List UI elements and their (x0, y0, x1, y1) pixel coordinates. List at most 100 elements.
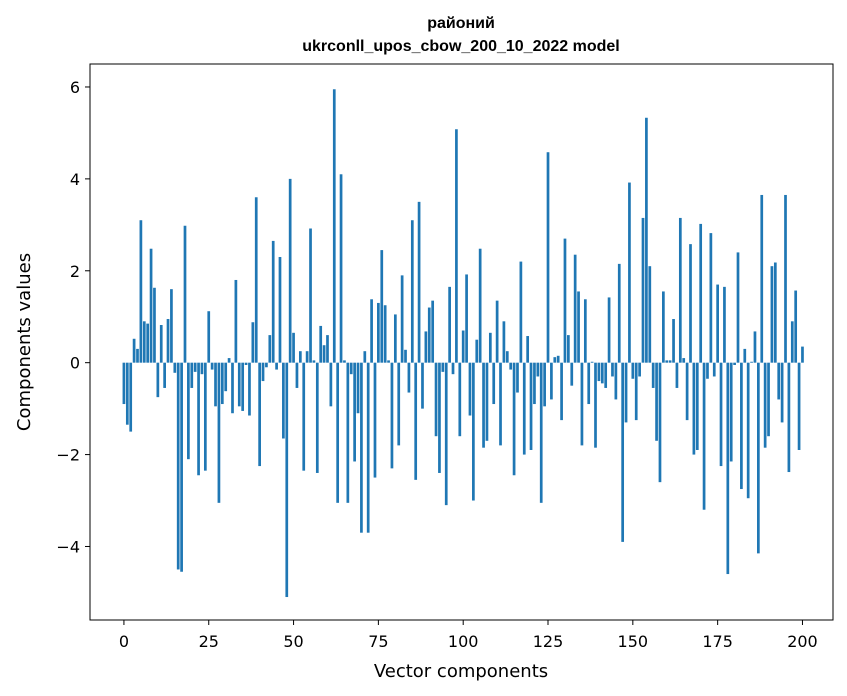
bar-53 (302, 362, 306, 471)
bar-64 (339, 174, 343, 363)
bar-31 (227, 358, 231, 363)
bar-161 (668, 360, 672, 363)
bar-139 (594, 362, 597, 448)
bar-117 (519, 261, 523, 363)
bar-14 (170, 289, 173, 363)
bar-43 (268, 335, 272, 363)
chart-subtitle: ukrconll_upos_cbow_200_10_2022 model (302, 38, 619, 55)
bar-186 (753, 331, 757, 363)
bar-40 (258, 362, 261, 467)
bar-5 (139, 220, 143, 363)
bar-179 (729, 362, 733, 462)
bar-44 (271, 240, 275, 363)
y-tick-label-0: −4 (56, 537, 80, 556)
bar-119 (526, 336, 530, 363)
bar-56 (312, 360, 316, 363)
bar-6 (142, 321, 146, 363)
bar-145 (614, 362, 618, 400)
bar-125 (546, 152, 550, 363)
bar-57 (315, 362, 319, 473)
bar-49 (288, 178, 292, 363)
bar-148 (624, 362, 628, 423)
bar-85 (410, 220, 414, 363)
bar-82 (400, 275, 404, 363)
y-axis-label: Components values (14, 253, 35, 431)
bar-90 (427, 307, 431, 363)
bar-79 (390, 362, 394, 469)
bar-10 (156, 362, 160, 398)
chart-title: районий (427, 15, 495, 32)
bar-18 (183, 225, 187, 363)
bar-17 (180, 362, 183, 572)
bar-160 (665, 360, 669, 363)
y-tick-label-2: 0 (70, 354, 80, 373)
bar-142 (604, 362, 608, 388)
bar-166 (685, 362, 689, 421)
bar-9 (153, 287, 156, 363)
bar-21 (193, 362, 197, 372)
bar-198 (794, 290, 798, 363)
bar-143 (607, 297, 611, 363)
bar-89 (424, 331, 428, 363)
bar-83 (404, 349, 407, 363)
bar-180 (733, 362, 736, 365)
bar-182 (740, 362, 743, 490)
bar-47 (282, 362, 285, 439)
bar-35 (241, 362, 245, 411)
x-tick-label-7: 175 (702, 632, 733, 651)
bar-99 (458, 362, 462, 437)
bar-173 (709, 233, 713, 363)
bar-108 (488, 332, 492, 363)
bar-68 (353, 362, 356, 462)
bar-103 (472, 362, 475, 501)
bar-22 (197, 362, 200, 476)
bar-181 (736, 252, 740, 363)
bar-1 (125, 362, 129, 425)
bar-95 (444, 362, 448, 506)
bar-46 (278, 256, 282, 363)
bar-187 (757, 362, 760, 554)
bar-163 (675, 362, 679, 388)
bar-109 (492, 362, 496, 405)
bar-58 (319, 325, 323, 363)
bar-172 (706, 362, 709, 379)
x-tick-label-4: 100 (448, 632, 479, 651)
bar-28 (217, 362, 221, 503)
bar-144 (611, 362, 614, 377)
bar-42 (265, 362, 268, 368)
bar-77 (383, 305, 387, 363)
bar-121 (533, 362, 536, 405)
bar-110 (495, 300, 499, 363)
bars-layer (122, 89, 804, 598)
x-tick-label-1: 25 (199, 632, 219, 651)
bar-184 (746, 362, 750, 499)
bar-25 (207, 311, 211, 363)
x-tick-label-3: 75 (368, 632, 388, 651)
y-tick-label-4: 4 (70, 170, 80, 189)
bar-192 (773, 262, 777, 363)
bar-16 (176, 362, 180, 570)
bar-196 (787, 362, 791, 473)
bar-168 (692, 362, 696, 455)
bar-19 (187, 362, 190, 460)
bar-141 (600, 362, 604, 384)
bar-114 (509, 362, 513, 370)
bar-7 (146, 323, 150, 363)
bar-98 (455, 129, 458, 363)
bar-158 (658, 362, 662, 483)
x-tick-label-5: 125 (533, 632, 564, 651)
bar-39 (254, 197, 258, 363)
bar-15 (173, 362, 177, 373)
bar-191 (770, 266, 774, 363)
bar-120 (529, 362, 533, 450)
bar-169 (695, 362, 699, 450)
bar-32 (231, 362, 234, 414)
x-tick-label-2: 50 (283, 632, 303, 651)
bar-51 (295, 362, 299, 388)
bar-61 (329, 362, 333, 407)
x-axis: 0 25 50 75 100 125 150 175 200 (119, 620, 818, 651)
bar-137 (587, 362, 591, 405)
y-tick-label-3: 2 (70, 262, 80, 281)
bar-75 (377, 302, 380, 363)
